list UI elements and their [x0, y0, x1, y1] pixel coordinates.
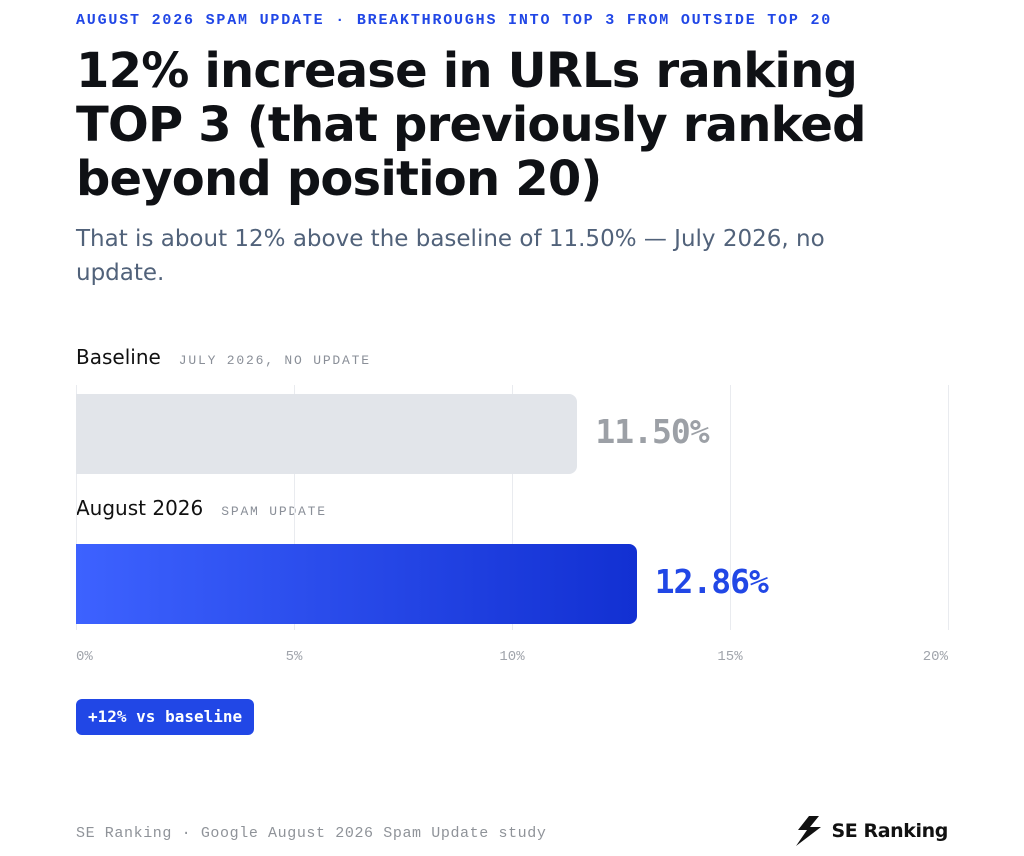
- august-value-label: 12.86%: [654, 562, 769, 601]
- baseline-tag: JULY 2026, NO UPDATE: [178, 353, 371, 368]
- kicker: AUGUST 2026 SPAM UPDATE · BREAKTHROUGHS …: [76, 12, 833, 29]
- gridline-20: [948, 385, 949, 630]
- gridline-15: [730, 385, 731, 630]
- x-tick-label: 20%: [922, 649, 948, 665]
- brand-name: SE Ranking: [831, 820, 948, 842]
- comparison-badge: +12% vs baseline: [76, 699, 255, 735]
- august-label: August 2026: [76, 496, 204, 520]
- se-ranking-logo-icon: [796, 816, 822, 846]
- page-title: 12% increase in URLs ranking TOP 3 (that…: [76, 43, 867, 207]
- source-note: SE Ranking · Google August 2026 Spam Upd…: [76, 825, 547, 842]
- gridline-10: [512, 385, 513, 630]
- baseline-bar: [76, 394, 578, 474]
- gridline-0: [76, 385, 77, 630]
- page-subtitle: That is about 12% above the baseline of …: [76, 226, 825, 286]
- x-tick-label: 15%: [717, 649, 743, 665]
- x-tick-label: 0%: [76, 649, 93, 665]
- august-row-header: August 2026 SPAM UPDATE: [76, 496, 327, 520]
- gridline-5: [294, 385, 295, 630]
- baseline-row-header: Baseline JULY 2026, NO UPDATE: [76, 345, 371, 369]
- august-bar: [76, 544, 637, 624]
- brand: SE Ranking: [795, 815, 948, 847]
- x-tick-label: 5%: [285, 649, 303, 665]
- x-tick-label: 10%: [499, 649, 525, 665]
- august-tag: SPAM UPDATE: [221, 504, 327, 519]
- baseline-value-label: 11.50%: [595, 412, 709, 451]
- baseline-label: Baseline: [76, 345, 161, 369]
